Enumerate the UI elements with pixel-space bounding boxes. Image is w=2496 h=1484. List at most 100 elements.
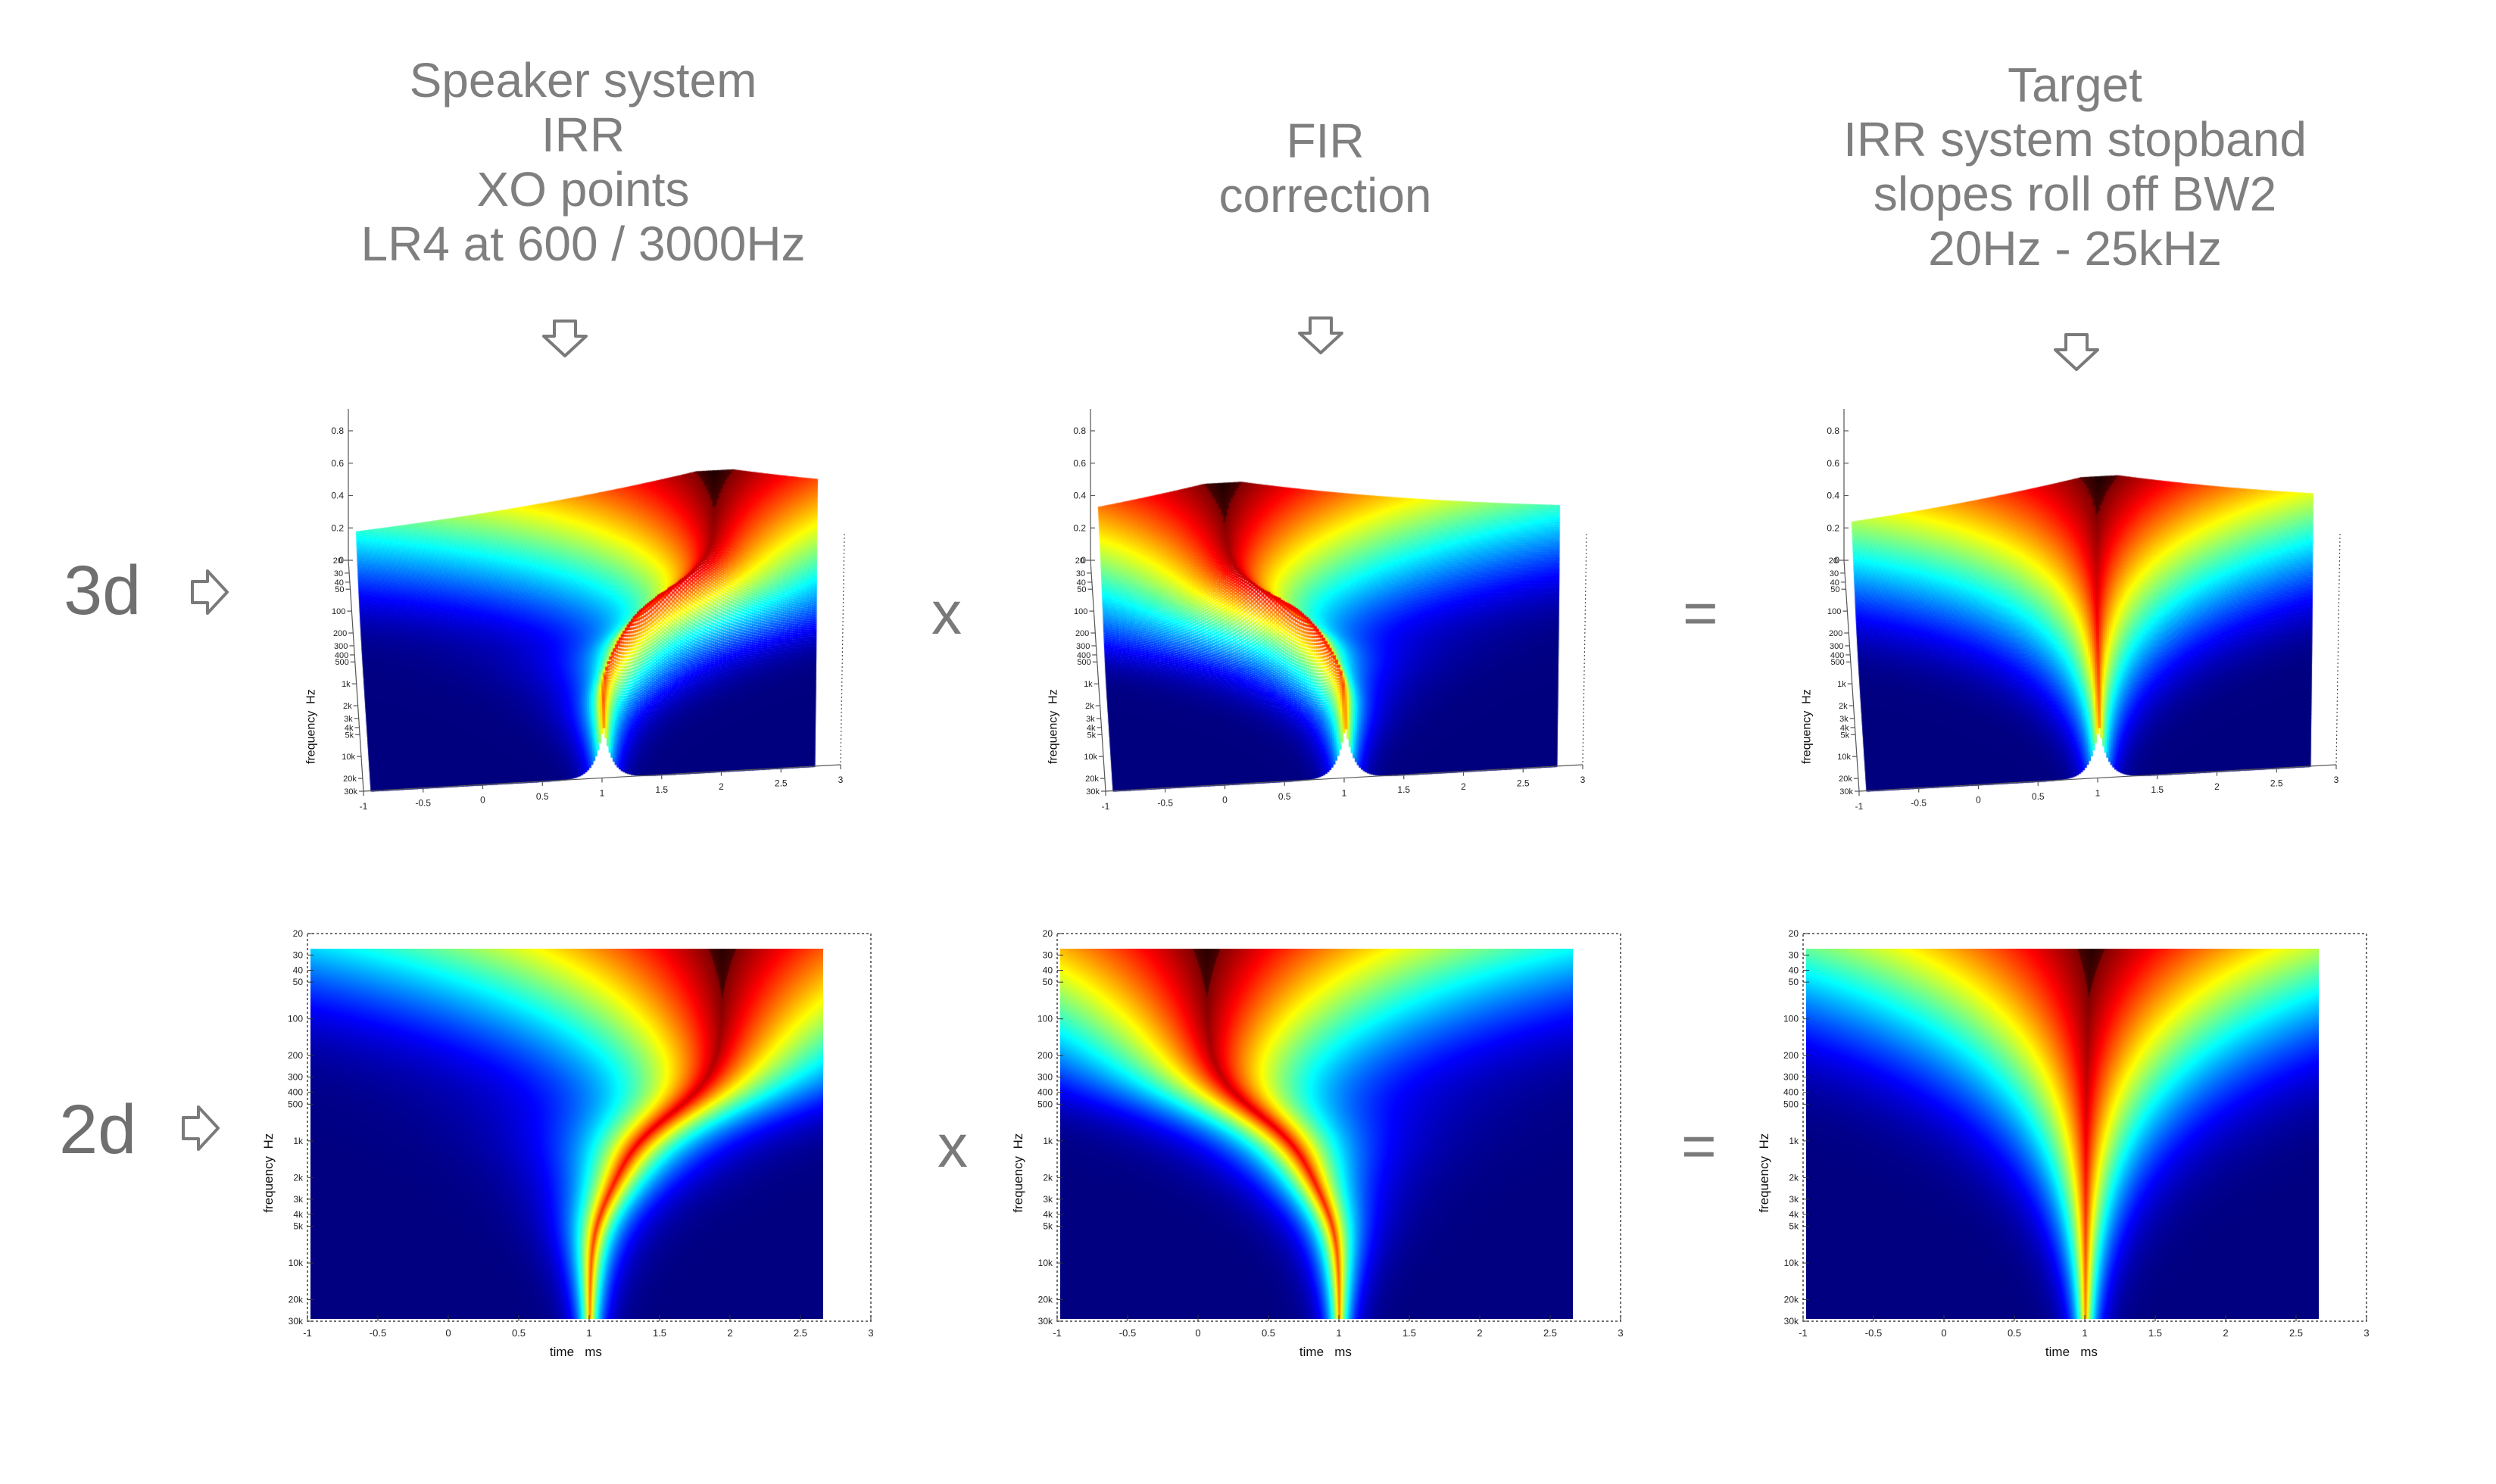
x-tick-label: 2 [1461, 781, 1466, 792]
heatmap-2d-target: -1 -0.5 0 0.5 1 1.5 2 2.5 3 20 30 40 50 100 200 300 400 5… [1753, 928, 2374, 1367]
x-tick-label: 1 [586, 1327, 591, 1339]
z-tick-label: 0 [1081, 555, 1086, 566]
y-tick-label: 100 [1074, 607, 1087, 616]
title-line: Speaker system [409, 53, 757, 108]
y-tick-label: 1k [1789, 1136, 1799, 1146]
y-tick-label: 50 [1077, 585, 1086, 594]
y-tick-label: 30 [1043, 949, 1053, 960]
y-tick-label: 30k [1784, 1316, 1799, 1327]
y-tick-label: 5k [1087, 731, 1096, 740]
column-title-speaker-system: Speaker system IRR XO points LR4 at 600 … [318, 53, 848, 271]
z-tick-label: 0 [339, 555, 344, 566]
surface-axes: 00.20.40.60.81-1-0.500.511.522.532030405… [1801, 409, 2341, 812]
z-tick-label: 0.8 [1827, 426, 1839, 436]
y-tick-label: 20 [333, 556, 342, 566]
y-tick-label: 50 [1789, 977, 1799, 987]
y-tick-label: 1k [1084, 680, 1093, 689]
y-tick-label: 300 [1037, 1072, 1053, 1083]
x-tick-label: -0.5 [415, 798, 431, 809]
heatmap-2d-fir-correction: -1 -0.5 0 0.5 1 1.5 2 2.5 3 20 30 40 50 100 200 300 400 5… [1007, 928, 1628, 1367]
y-tick-label: 200 [333, 629, 347, 638]
x-tick-label: 1 [2082, 1327, 2087, 1339]
z-tick-label: 0.6 [1073, 458, 1086, 469]
row-label-2d: 2d [59, 1091, 137, 1168]
y-tick-label: 40 [293, 965, 304, 976]
y-tick-label: 100 [1037, 1014, 1053, 1024]
floor-edge [1582, 533, 1587, 765]
y-tick-label: 30 [1830, 569, 1839, 578]
surface-image [1022, 409, 1628, 833]
x-tick-label: 3 [1618, 1327, 1623, 1339]
y-tick-label: 1k [1043, 1136, 1053, 1146]
y-tick-label: 1k [1837, 680, 1846, 689]
x-tick-label: 3 [868, 1327, 873, 1339]
y-tick-label: 4k [1087, 724, 1096, 733]
surface-plot-3d-target: 00.20.40.60.81-1-0.500.511.522.532030405… [1776, 409, 2382, 833]
x-tick-label: 1.5 [2148, 1327, 2162, 1339]
y-tick-label: 50 [335, 585, 344, 594]
y-tick-label: 200 [1783, 1050, 1799, 1061]
y-tick-label: 20k [1784, 1295, 1799, 1305]
x-tick-label: 2.5 [794, 1327, 807, 1339]
y-tick-label: 3k [344, 715, 353, 724]
equals-operator: = [1681, 1112, 1717, 1180]
y-tick-label: 500 [1830, 658, 1844, 667]
x-tick-label: -1 [1855, 801, 1864, 812]
y-tick-label: 2k [1839, 702, 1848, 711]
y-tick-label: 3k [1839, 715, 1849, 724]
floor-edge [2335, 533, 2341, 765]
y-tick-label: 10k [1837, 753, 1851, 762]
y-tick-label: 500 [335, 658, 348, 667]
y-tick-label: 400 [1783, 1087, 1799, 1098]
x-axis-label: time ms [2045, 1345, 2098, 1359]
x-tick-label: 0 [1941, 1327, 1946, 1339]
title-line: FIR [1286, 114, 1365, 168]
x-tick-label: 0 [480, 794, 485, 805]
y-tick-label: 30k [289, 1316, 304, 1327]
x-tick-label: 2.5 [1517, 778, 1530, 788]
surface-plot-3d-fir-correction: 00.20.40.60.81-1-0.500.511.522.532030405… [1022, 409, 1628, 833]
frequency-axis-line [348, 560, 364, 792]
y-tick-label: 4k [1840, 724, 1849, 733]
x-tick-label: 1 [600, 788, 605, 799]
y-tick-label: 200 [288, 1050, 303, 1061]
x-tick-label: 0.5 [2008, 1327, 2021, 1339]
y-axis-label: frequency Hz [261, 1133, 276, 1213]
x-tick-label: -0.5 [370, 1327, 386, 1339]
y-tick-label: 20 [1789, 928, 1799, 939]
y-tick-label: 50 [293, 977, 304, 987]
title-line: slopes roll off BW2 [1873, 167, 2277, 221]
x-tick-label: -0.5 [1119, 1327, 1136, 1339]
y-tick-label: 300 [1830, 642, 1843, 651]
surface-plot-3d-speaker-system: 00.20.40.60.81-1-0.500.511.522.532030405… [280, 409, 886, 833]
column-title-target: Target IRR system stopband slopes roll o… [1810, 58, 2340, 276]
title-line: correction [1218, 168, 1432, 223]
y-tick-label: 40 [1830, 578, 1839, 588]
y-tick-label: 500 [1077, 658, 1090, 667]
y-tick-label: 30k [1839, 787, 1853, 797]
x-tick-label: 3 [2334, 775, 2339, 785]
y-tick-label: 4k [293, 1209, 304, 1220]
y-tick-label: 30 [293, 949, 304, 960]
y-tick-label: 100 [1827, 607, 1841, 616]
y-tick-label: 40 [1077, 578, 1086, 588]
y-tick-label: 30k [1038, 1316, 1053, 1327]
y-tick-label: 2k [1789, 1172, 1799, 1183]
y-tick-label: 5k [1043, 1221, 1053, 1232]
x-tick-label: 2 [2214, 781, 2220, 792]
y-tick-label: 300 [334, 642, 348, 651]
x-tick-label: 2.5 [1543, 1327, 1557, 1339]
y-tick-label: 4k [1789, 1209, 1799, 1220]
y-tick-label: 100 [288, 1014, 303, 1024]
y-tick-label: 300 [288, 1072, 303, 1083]
plot-frame [307, 933, 872, 1322]
x-tick-label: 2.5 [2289, 1327, 2303, 1339]
x-tick-label: 0.5 [512, 1327, 526, 1339]
y-tick-label: 500 [288, 1099, 303, 1109]
x-tick-label: 2 [1477, 1327, 1482, 1339]
y-tick-label: 2k [343, 702, 352, 711]
title-line: IRR [541, 108, 626, 162]
y-tick-label: 4k [345, 724, 354, 733]
y-tick-label: 20k [1085, 775, 1099, 784]
equals-operator: = [1683, 579, 1718, 647]
